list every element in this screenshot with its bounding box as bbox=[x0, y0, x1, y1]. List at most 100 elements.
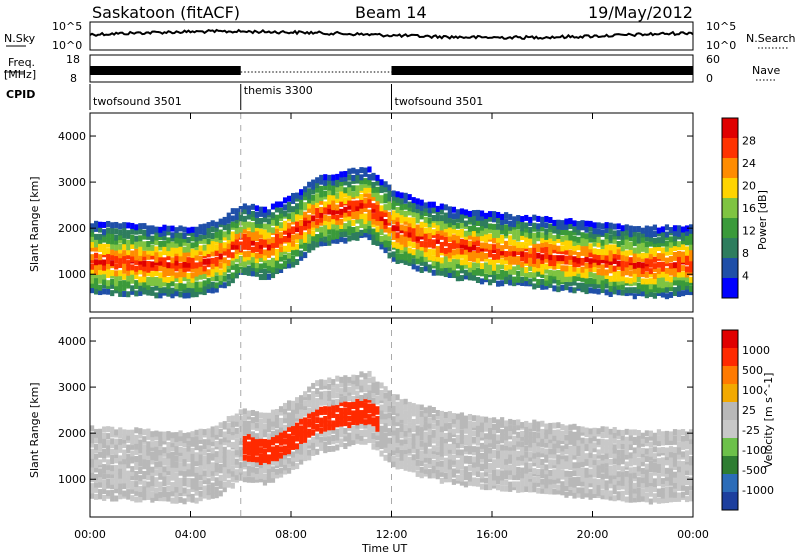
power-cell bbox=[130, 277, 135, 284]
velocity-cell bbox=[463, 455, 469, 462]
velocity-cell bbox=[102, 442, 107, 449]
power-cell bbox=[194, 249, 199, 256]
velocity-cell bbox=[624, 475, 629, 482]
velocity-cell bbox=[138, 491, 143, 498]
velocity-cell bbox=[170, 451, 175, 458]
velocity-cell bbox=[190, 452, 195, 459]
velocity-cell bbox=[640, 437, 645, 444]
power-cell bbox=[516, 245, 521, 252]
power-cell bbox=[266, 259, 272, 266]
velocity-cell bbox=[564, 434, 569, 441]
velocity-cell bbox=[512, 425, 517, 432]
power-cell bbox=[359, 202, 364, 209]
velocity-cell bbox=[114, 438, 119, 445]
velocity-cell bbox=[355, 422, 360, 429]
velocity-cell bbox=[447, 416, 452, 423]
power-cell bbox=[291, 210, 296, 217]
power-cell bbox=[564, 281, 569, 288]
power-cell bbox=[146, 289, 151, 296]
power-cell bbox=[415, 249, 420, 256]
velocity-cell bbox=[166, 465, 171, 472]
power-cell bbox=[339, 179, 344, 186]
x-tick-label: 04:00 bbox=[175, 528, 207, 541]
power-cell bbox=[672, 274, 678, 281]
velocity-cell bbox=[391, 405, 396, 412]
velocity-cell bbox=[122, 477, 127, 484]
velocity-cell bbox=[299, 458, 304, 465]
velocity-cell bbox=[110, 495, 115, 502]
velocity-cell bbox=[190, 458, 195, 465]
power-cell bbox=[331, 189, 336, 196]
power-cell bbox=[246, 254, 251, 261]
velocity-cell bbox=[286, 457, 292, 464]
velocity-cell bbox=[419, 443, 424, 450]
velocity-cell bbox=[90, 466, 95, 473]
power-cell bbox=[174, 275, 179, 282]
velocity-cell bbox=[182, 447, 187, 454]
velocity-cell bbox=[624, 470, 629, 477]
power-cell bbox=[214, 260, 219, 267]
power-cell bbox=[90, 230, 95, 237]
velocity-cell bbox=[504, 420, 509, 427]
power-cell bbox=[556, 228, 561, 235]
velocity-cell bbox=[254, 416, 260, 423]
velocity-cell bbox=[688, 448, 694, 455]
velocity-cell bbox=[266, 458, 272, 465]
power-cell bbox=[383, 219, 388, 226]
power-cell bbox=[154, 239, 159, 246]
velocity-cell bbox=[427, 452, 432, 459]
power-cell bbox=[315, 181, 320, 188]
velocity-cell bbox=[114, 478, 119, 485]
velocity-cell bbox=[459, 449, 465, 456]
power-cell bbox=[355, 190, 360, 197]
velocity-cell bbox=[351, 410, 356, 417]
power-cell bbox=[266, 218, 272, 225]
velocity-cell bbox=[90, 456, 95, 463]
velocity-cell bbox=[636, 457, 641, 464]
velocity-cell bbox=[435, 469, 440, 476]
power-cell bbox=[648, 248, 653, 255]
power-cell bbox=[246, 269, 251, 276]
velocity-cell bbox=[443, 425, 448, 432]
power-cell bbox=[532, 241, 537, 248]
velocity-cell bbox=[636, 465, 641, 472]
velocity-cell bbox=[154, 480, 159, 487]
velocity-cell bbox=[604, 461, 609, 468]
velocity-cell bbox=[564, 425, 569, 432]
power-cell bbox=[512, 280, 517, 287]
velocity-cell bbox=[391, 429, 396, 436]
velocity-cell bbox=[335, 383, 340, 390]
velocity-colorbar-swatch bbox=[722, 456, 738, 475]
power-cell bbox=[194, 270, 199, 277]
power-cell bbox=[608, 280, 613, 287]
beam-label: Beam 14 bbox=[355, 3, 427, 22]
velocity-cell bbox=[540, 482, 545, 489]
power-cell bbox=[331, 213, 336, 220]
power-cell bbox=[451, 259, 456, 266]
velocity-cell bbox=[632, 496, 637, 503]
power-cell bbox=[624, 269, 629, 276]
power-cell bbox=[512, 276, 517, 283]
velocity-cell bbox=[451, 478, 456, 485]
velocity-cell bbox=[572, 449, 577, 456]
velocity-cell bbox=[564, 437, 569, 444]
power-cell bbox=[640, 285, 645, 292]
velocity-cell bbox=[443, 476, 448, 483]
velocity-cell bbox=[580, 451, 585, 458]
velocity-cell bbox=[540, 469, 545, 476]
power-cell bbox=[222, 216, 227, 223]
velocity-cell bbox=[403, 433, 408, 440]
power-cell bbox=[387, 245, 392, 252]
power-cell bbox=[552, 238, 557, 245]
velocity-cell bbox=[114, 482, 119, 489]
velocity-cell bbox=[604, 439, 609, 446]
power-cell bbox=[640, 262, 645, 269]
power-cell bbox=[576, 282, 581, 289]
power-cell bbox=[282, 220, 288, 227]
velocity-cell bbox=[118, 438, 123, 445]
velocity-cell bbox=[234, 469, 239, 476]
velocity-cell bbox=[383, 421, 388, 428]
velocity-cell bbox=[134, 489, 139, 496]
power-cell bbox=[632, 226, 637, 233]
velocity-heatmap bbox=[90, 318, 694, 517]
